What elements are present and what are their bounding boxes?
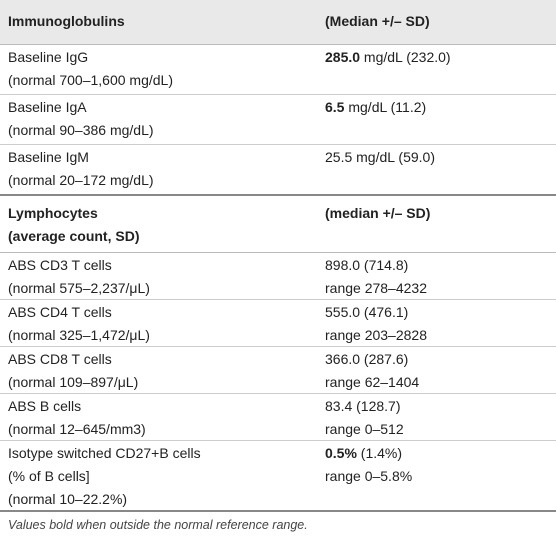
section-header: Immunoglobulins (Median +/– SD)	[0, 0, 556, 44]
row-label: (% of B cells]	[8, 468, 90, 484]
footnote: Values bold when outside the normal refe…	[8, 518, 308, 532]
value-segment: 285.0	[325, 49, 361, 65]
row-label: (normal 700–1,600 mg/dL)	[8, 72, 173, 88]
header-label: Immunoglobulins	[8, 13, 125, 29]
row-label: (normal 109–897/μL)	[8, 374, 139, 390]
row-value: range 0–512	[325, 418, 404, 441]
row-value: 0.5% (1.4%)	[325, 442, 402, 465]
rule	[0, 44, 556, 45]
rule	[0, 346, 556, 347]
row-label: Isotype switched CD27+B cells	[8, 445, 201, 461]
value-segment: 6.5	[325, 99, 345, 115]
value-segment: 555.0 (476.1)	[325, 304, 409, 320]
value-segment: 898.0 (714.8)	[325, 257, 409, 273]
table-row: ABS CD3 T cells (normal 575–2,237/μL) 898.…	[0, 252, 556, 299]
table-row: ABS CD8 T cells (normal 109–897/μL) 366.0 …	[0, 346, 556, 393]
table-row: Baseline IgM (normal 20–172 mg/dL) 25.5 mg…	[0, 144, 556, 194]
value-segment: mg/dL (11.2)	[344, 99, 427, 115]
rule	[0, 510, 556, 512]
header-label: Lymphocytes	[8, 205, 98, 221]
header-value: (Median +/– SD)	[325, 13, 430, 29]
rule	[0, 440, 556, 441]
value-segment: range 62–1404	[325, 374, 420, 390]
row-value: range 62–1404	[325, 371, 419, 394]
table-row: Baseline IgA (normal 90–386 mg/dL) 6.5 mg/…	[0, 94, 556, 144]
value-segment: (1.4%)	[356, 445, 403, 461]
row-label: ABS CD3 T cells	[8, 257, 112, 273]
row-label: Baseline IgG	[8, 49, 89, 65]
value-segment: 366.0 (287.6)	[325, 351, 409, 367]
rule	[0, 94, 556, 95]
table-row: Isotype switched CD27+B cells (% of B cel…	[0, 440, 556, 510]
row-label: (normal 10–22.2%)	[8, 491, 128, 507]
value-segment: range 0–5.8%	[325, 468, 413, 484]
table-row: Baseline IgG (normal 700–1,600 mg/dL) 285.…	[0, 44, 556, 94]
rule	[0, 299, 556, 300]
table-row: ABS B cells (normal 12–645/mm3) 83.4 (128.…	[0, 393, 556, 440]
header-value: (median +/– SD)	[325, 205, 431, 221]
row-label: Baseline IgM	[8, 149, 89, 165]
row-value: 285.0 mg/dL (232.0)	[325, 46, 451, 69]
value-segment: range 203–2828	[325, 327, 427, 343]
row-label: (normal 90–386 mg/dL)	[8, 122, 154, 138]
rule	[0, 144, 556, 145]
header-label: (average count, SD)	[8, 228, 140, 244]
row-value: 83.4 (128.7)	[325, 395, 401, 418]
row-value: 366.0 (287.6)	[325, 348, 408, 371]
value-segment: range 0–512	[325, 421, 404, 437]
row-value: range 203–2828	[325, 324, 427, 347]
value-segment: mg/dL (232.0)	[360, 49, 451, 65]
value-segment: 83.4 (128.7)	[325, 398, 401, 414]
rule	[0, 393, 556, 394]
row-value: 6.5 mg/dL (11.2)	[325, 96, 426, 119]
table-row: ABS CD4 T cells (normal 325–1,472/μL) 555.…	[0, 299, 556, 346]
value-segment: 0.5%	[325, 445, 357, 461]
rule	[0, 252, 556, 253]
row-value: range 0–5.8%	[325, 465, 412, 488]
value-segment: 25.5 mg/dL (59.0)	[325, 149, 435, 165]
row-value: 555.0 (476.1)	[325, 301, 408, 324]
row-value: 25.5 mg/dL (59.0)	[325, 146, 435, 169]
rule	[0, 194, 556, 196]
row-label: ABS B cells	[8, 398, 82, 414]
row-value: 898.0 (714.8)	[325, 254, 408, 277]
row-label: ABS CD8 T cells	[8, 351, 112, 367]
row-label: (normal 20–172 mg/dL)	[8, 172, 154, 188]
row-value: range 278–4232	[325, 277, 427, 300]
row-label: (normal 325–1,472/μL)	[8, 327, 150, 343]
row-label: (normal 12–645/mm3)	[8, 421, 146, 437]
row-label: (normal 575–2,237/μL)	[8, 280, 150, 296]
row-label: Baseline IgA	[8, 99, 87, 115]
row-label: ABS CD4 T cells	[8, 304, 112, 320]
value-segment: range 278–4232	[325, 280, 427, 296]
section-header: Lymphocytes (average count, SD) (median +/…	[0, 194, 556, 252]
